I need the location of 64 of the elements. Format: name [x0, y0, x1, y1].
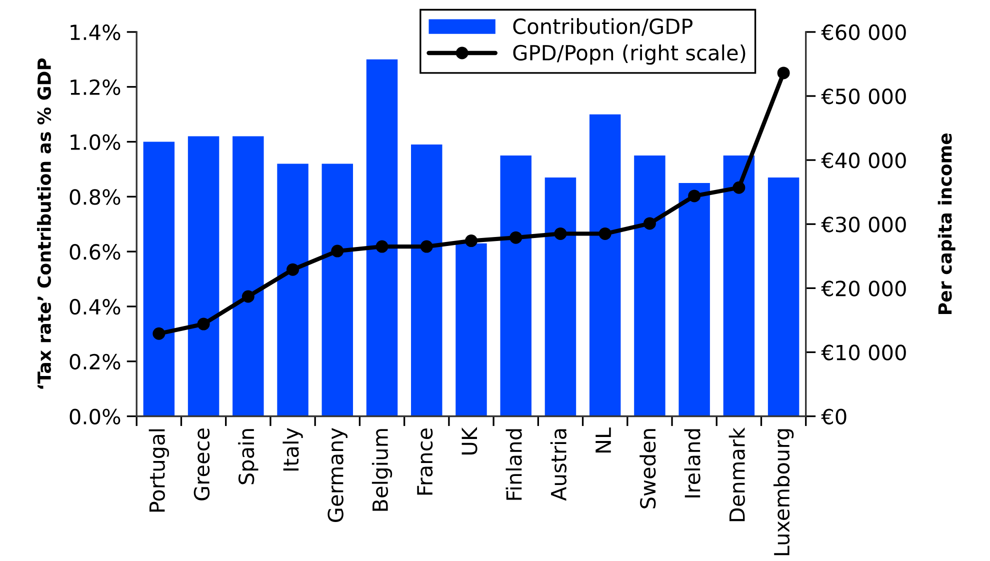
bar — [143, 142, 175, 416]
bar — [768, 177, 800, 416]
y-tick-label: 1.0% — [70, 134, 120, 150]
y2-tick-label: €60 000 — [821, 24, 906, 40]
y-tick-label: 0.2% — [70, 354, 120, 370]
bar — [544, 177, 576, 416]
legend-label: Contribution/GDP — [513, 18, 692, 36]
x-tick-label: France — [417, 428, 433, 495]
bar — [322, 164, 354, 416]
x-tick-label: Greece — [194, 428, 210, 500]
point — [777, 66, 790, 80]
point — [643, 217, 656, 230]
point — [420, 240, 433, 253]
point — [688, 190, 701, 202]
x-tick-label: Finland — [506, 429, 522, 500]
point — [376, 240, 388, 253]
bar — [456, 243, 487, 416]
bar — [723, 155, 755, 416]
point — [152, 327, 166, 340]
bar — [589, 114, 621, 416]
bar — [366, 59, 398, 416]
legend-label: GPD/Popn (right scale) — [513, 44, 746, 65]
x-tick-label: Ireland — [684, 429, 700, 498]
y2-axis-title: Per capita income — [938, 134, 956, 314]
point — [286, 263, 300, 276]
y-tick-label: 1.4% — [70, 24, 120, 40]
point — [598, 227, 612, 240]
point — [242, 290, 254, 303]
x-tick-label: Belgium — [372, 429, 392, 511]
y-axis-title: ‘Tax rate’ Contribution as % GDP — [37, 58, 52, 389]
bar — [678, 182, 710, 416]
y2-tick-label: €10 000 — [821, 344, 906, 360]
point — [732, 181, 746, 194]
y2-tick-label: €50 000 — [821, 88, 906, 104]
point — [554, 227, 567, 240]
x-tick-label: Denmark — [728, 427, 745, 522]
bar — [634, 155, 666, 416]
x-tick-label: Spain — [238, 429, 258, 484]
y-tick-label: 1.2% — [70, 79, 120, 96]
point — [464, 234, 478, 248]
x-tick-label: Italy — [282, 428, 303, 471]
point — [197, 318, 210, 330]
bar — [500, 155, 532, 416]
x-tick-label: Germany — [328, 428, 348, 522]
y-tick-label: 0.4% — [70, 298, 120, 315]
x-tick-label: Portugal — [148, 429, 170, 512]
bar — [277, 164, 308, 416]
x-tick-label: Luxembourg — [773, 429, 794, 556]
point — [510, 231, 522, 244]
y2-tick-label: €30 000 — [821, 216, 906, 232]
y-tick-label: 0.0% — [70, 408, 120, 424]
point — [331, 244, 344, 258]
x-tick-label: Austria — [550, 429, 567, 501]
bar — [411, 144, 442, 416]
x-tick-label: Sweden — [640, 429, 656, 508]
y2-tick-label: €20 000 — [821, 280, 906, 296]
x-tick-label: NL — [596, 427, 611, 453]
x-tick-label: UK — [462, 426, 478, 454]
y2-tick-label: €0 — [821, 408, 846, 424]
y-tick-label: 0.6% — [70, 244, 120, 260]
y2-tick-label: €40 000 — [821, 152, 906, 168]
bar — [232, 136, 264, 416]
y-tick-label: 0.8% — [70, 189, 120, 205]
bar — [188, 136, 220, 416]
